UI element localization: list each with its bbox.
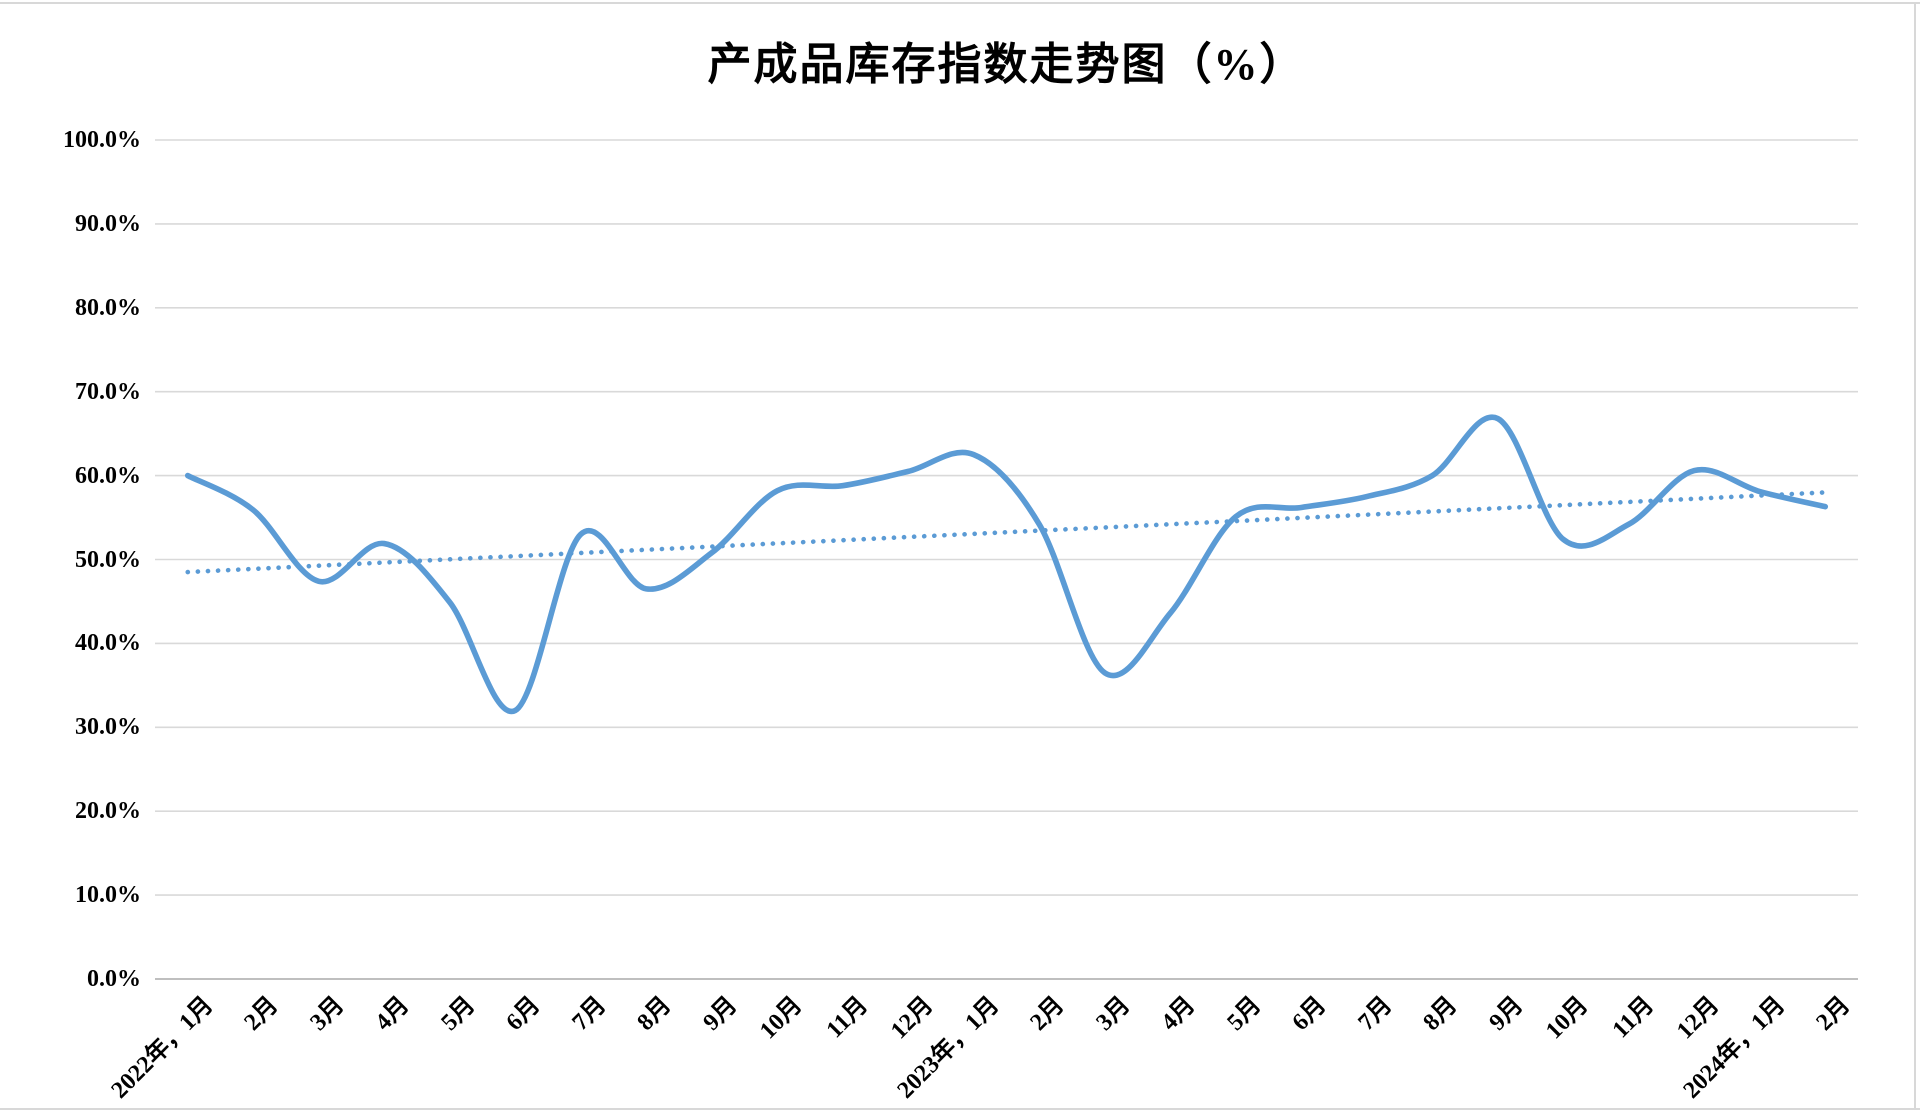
- y-tick-label: 80.0%: [75, 294, 141, 321]
- y-tick-label: 0.0%: [87, 966, 141, 992]
- y-tick-label: 90.0%: [75, 210, 141, 237]
- y-tick-label: 50.0%: [75, 546, 141, 573]
- window-border-bottom: [0, 1108, 1920, 1110]
- y-tick-label: 40.0%: [75, 630, 141, 657]
- window-border-right: [1914, 2, 1916, 1110]
- data-line: [184, 414, 1829, 715]
- trend-line: [185, 490, 1828, 575]
- y-tick-label: 20.0%: [75, 798, 141, 825]
- y-tick-label: 30.0%: [75, 714, 141, 741]
- window-border-top: [0, 2, 1920, 4]
- y-tick-label: 70.0%: [75, 378, 141, 405]
- y-tick-label: 10.0%: [75, 882, 141, 909]
- chart-title: 产成品库存指数走势图（%）: [707, 40, 1306, 89]
- y-tick-label: 100.0%: [63, 127, 141, 153]
- y-tick-label: 60.0%: [75, 462, 141, 489]
